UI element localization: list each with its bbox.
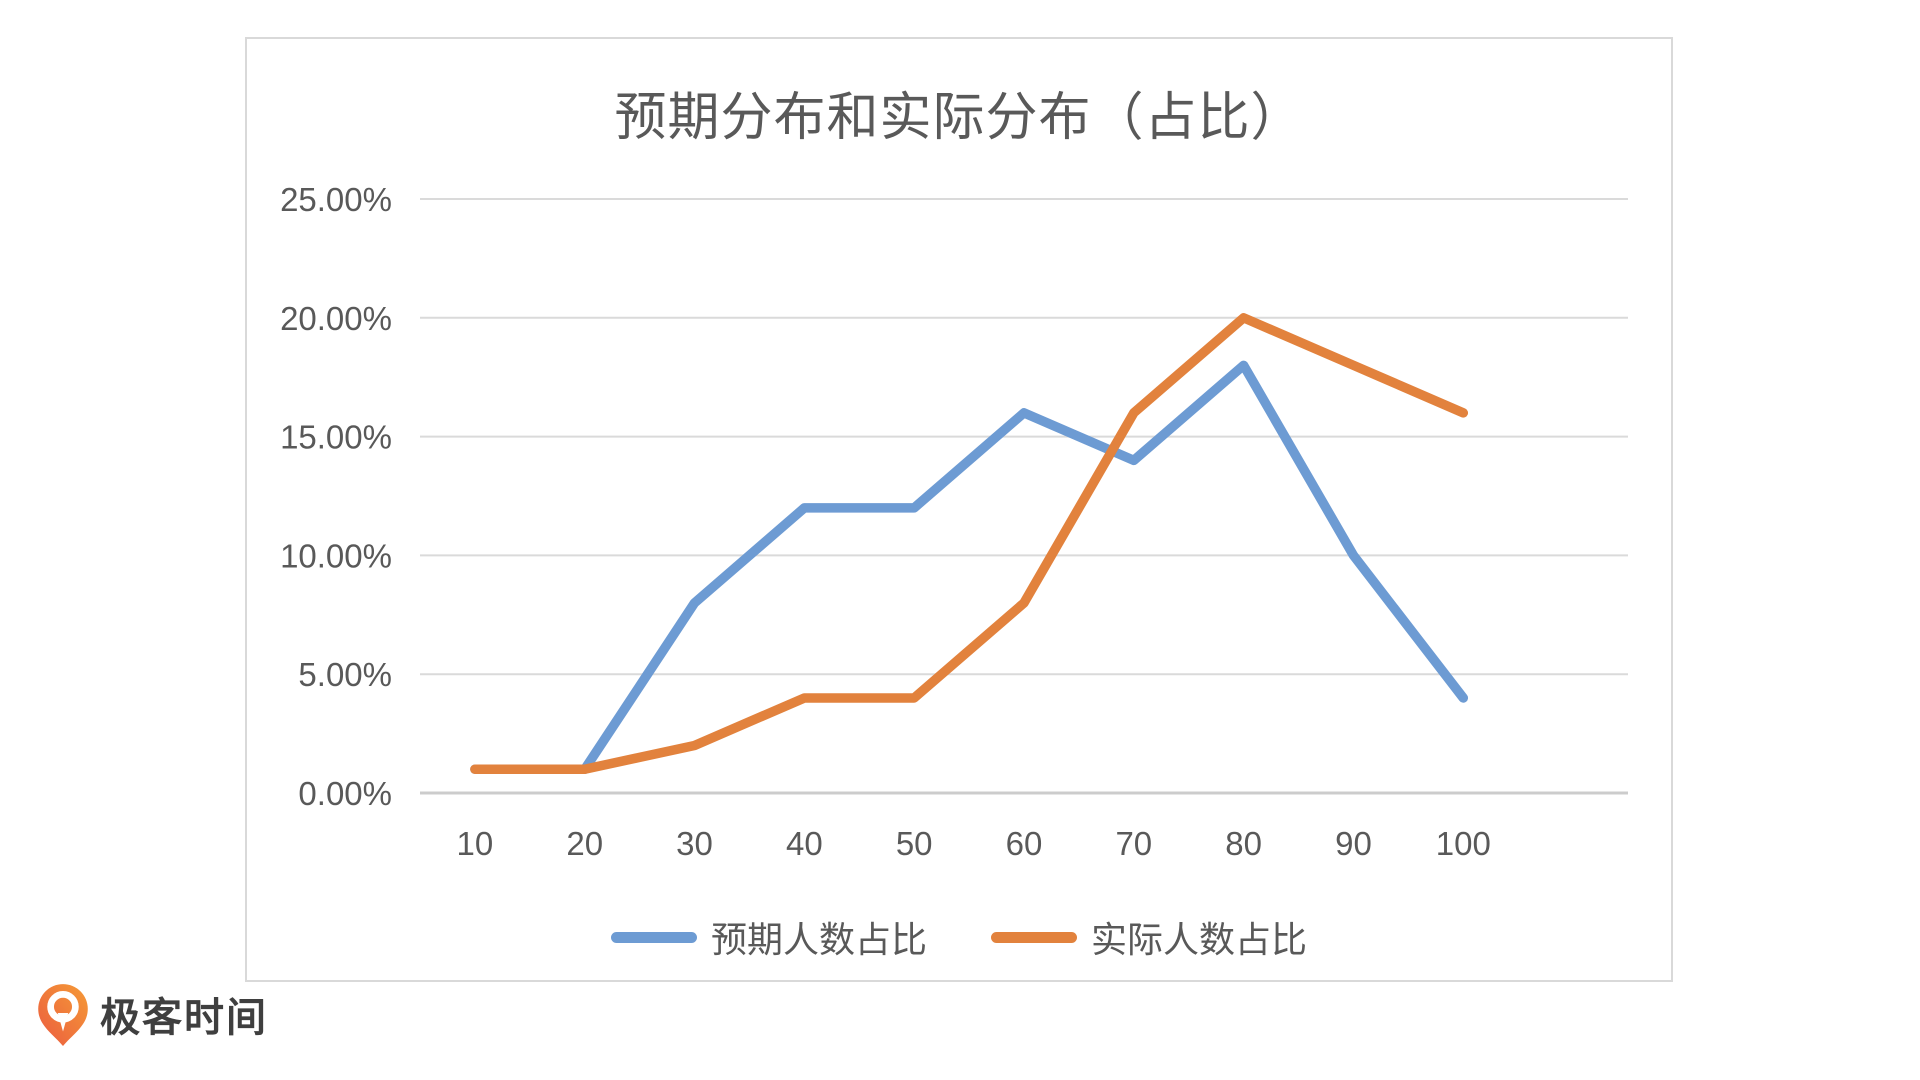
geektime-logo-icon (38, 984, 88, 1046)
legend-item-expected: 预期人数占比 (610, 911, 927, 963)
geektime-logo-text: 极客时间 (100, 996, 268, 1040)
chart-legend: 预期人数占比 实际人数占比 (247, 905, 1671, 969)
legend-label-expected: 预期人数占比 (710, 919, 927, 960)
geektime-logo: 极客时间 (36, 982, 268, 1046)
legend-label-actual: 实际人数占比 (1091, 919, 1308, 960)
chart-title: 预期分布和实际分布（占比） (614, 89, 1304, 147)
chart-panel: 预期分布和实际分布（占比） 预期人数占比 实际人数占比 (245, 37, 1673, 982)
legend-item-actual: 实际人数占比 (991, 911, 1307, 963)
legend-swatch-expected-icon (610, 931, 697, 943)
legend-swatch-actual-icon (991, 931, 1077, 943)
